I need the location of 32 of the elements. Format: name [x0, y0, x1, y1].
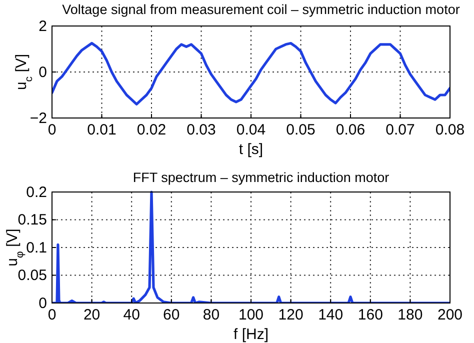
y-tick-label: 0.15: [18, 212, 47, 229]
x-tick-label: 60: [163, 306, 180, 324]
x-tick-label: 80: [202, 306, 220, 324]
chart-title: Voltage signal from measurement coil – symmetric induction motor: [62, 2, 460, 17]
x-tick-label: 0.02: [136, 122, 166, 139]
line-series: [52, 190, 450, 303]
y-tick-label: 0.2: [26, 184, 47, 201]
x-tick-label: 0.04: [236, 122, 266, 139]
x-tick-label: 0.05: [286, 122, 316, 139]
x-tick-label: 160: [358, 306, 383, 324]
x-tick-label: 180: [398, 306, 423, 324]
y-tick-label: 0: [38, 64, 47, 81]
x-tick-label: 0.08: [435, 122, 465, 139]
y-tick-label: 2: [38, 18, 47, 35]
x-tick-label: 0.06: [336, 122, 366, 139]
x-axis-title: f [Hz]: [233, 326, 269, 343]
chart-title: FFT spectrum – symmetric induction motor: [132, 170, 390, 185]
x-tick-label: 0.07: [386, 122, 415, 139]
x-tick-label: 0.01: [87, 122, 116, 139]
y-tick-label: −2: [30, 110, 47, 127]
x-tick-label: 140: [318, 306, 344, 324]
y-tick-label: 0: [38, 294, 47, 312]
x-tick-label: 100: [238, 306, 264, 324]
line-series: [52, 42, 450, 106]
x-tick-label: 200: [437, 306, 463, 324]
y-tick-label: 0.05: [18, 267, 47, 284]
x-tick-label: 120: [278, 306, 304, 324]
x-tick-label: 40: [123, 306, 140, 324]
x-axis-title: t [s]: [238, 141, 264, 158]
x-tick-label: 0.03: [186, 122, 216, 139]
y-tick-label: 0.1: [26, 239, 47, 256]
x-tick-label: 20: [83, 306, 100, 324]
